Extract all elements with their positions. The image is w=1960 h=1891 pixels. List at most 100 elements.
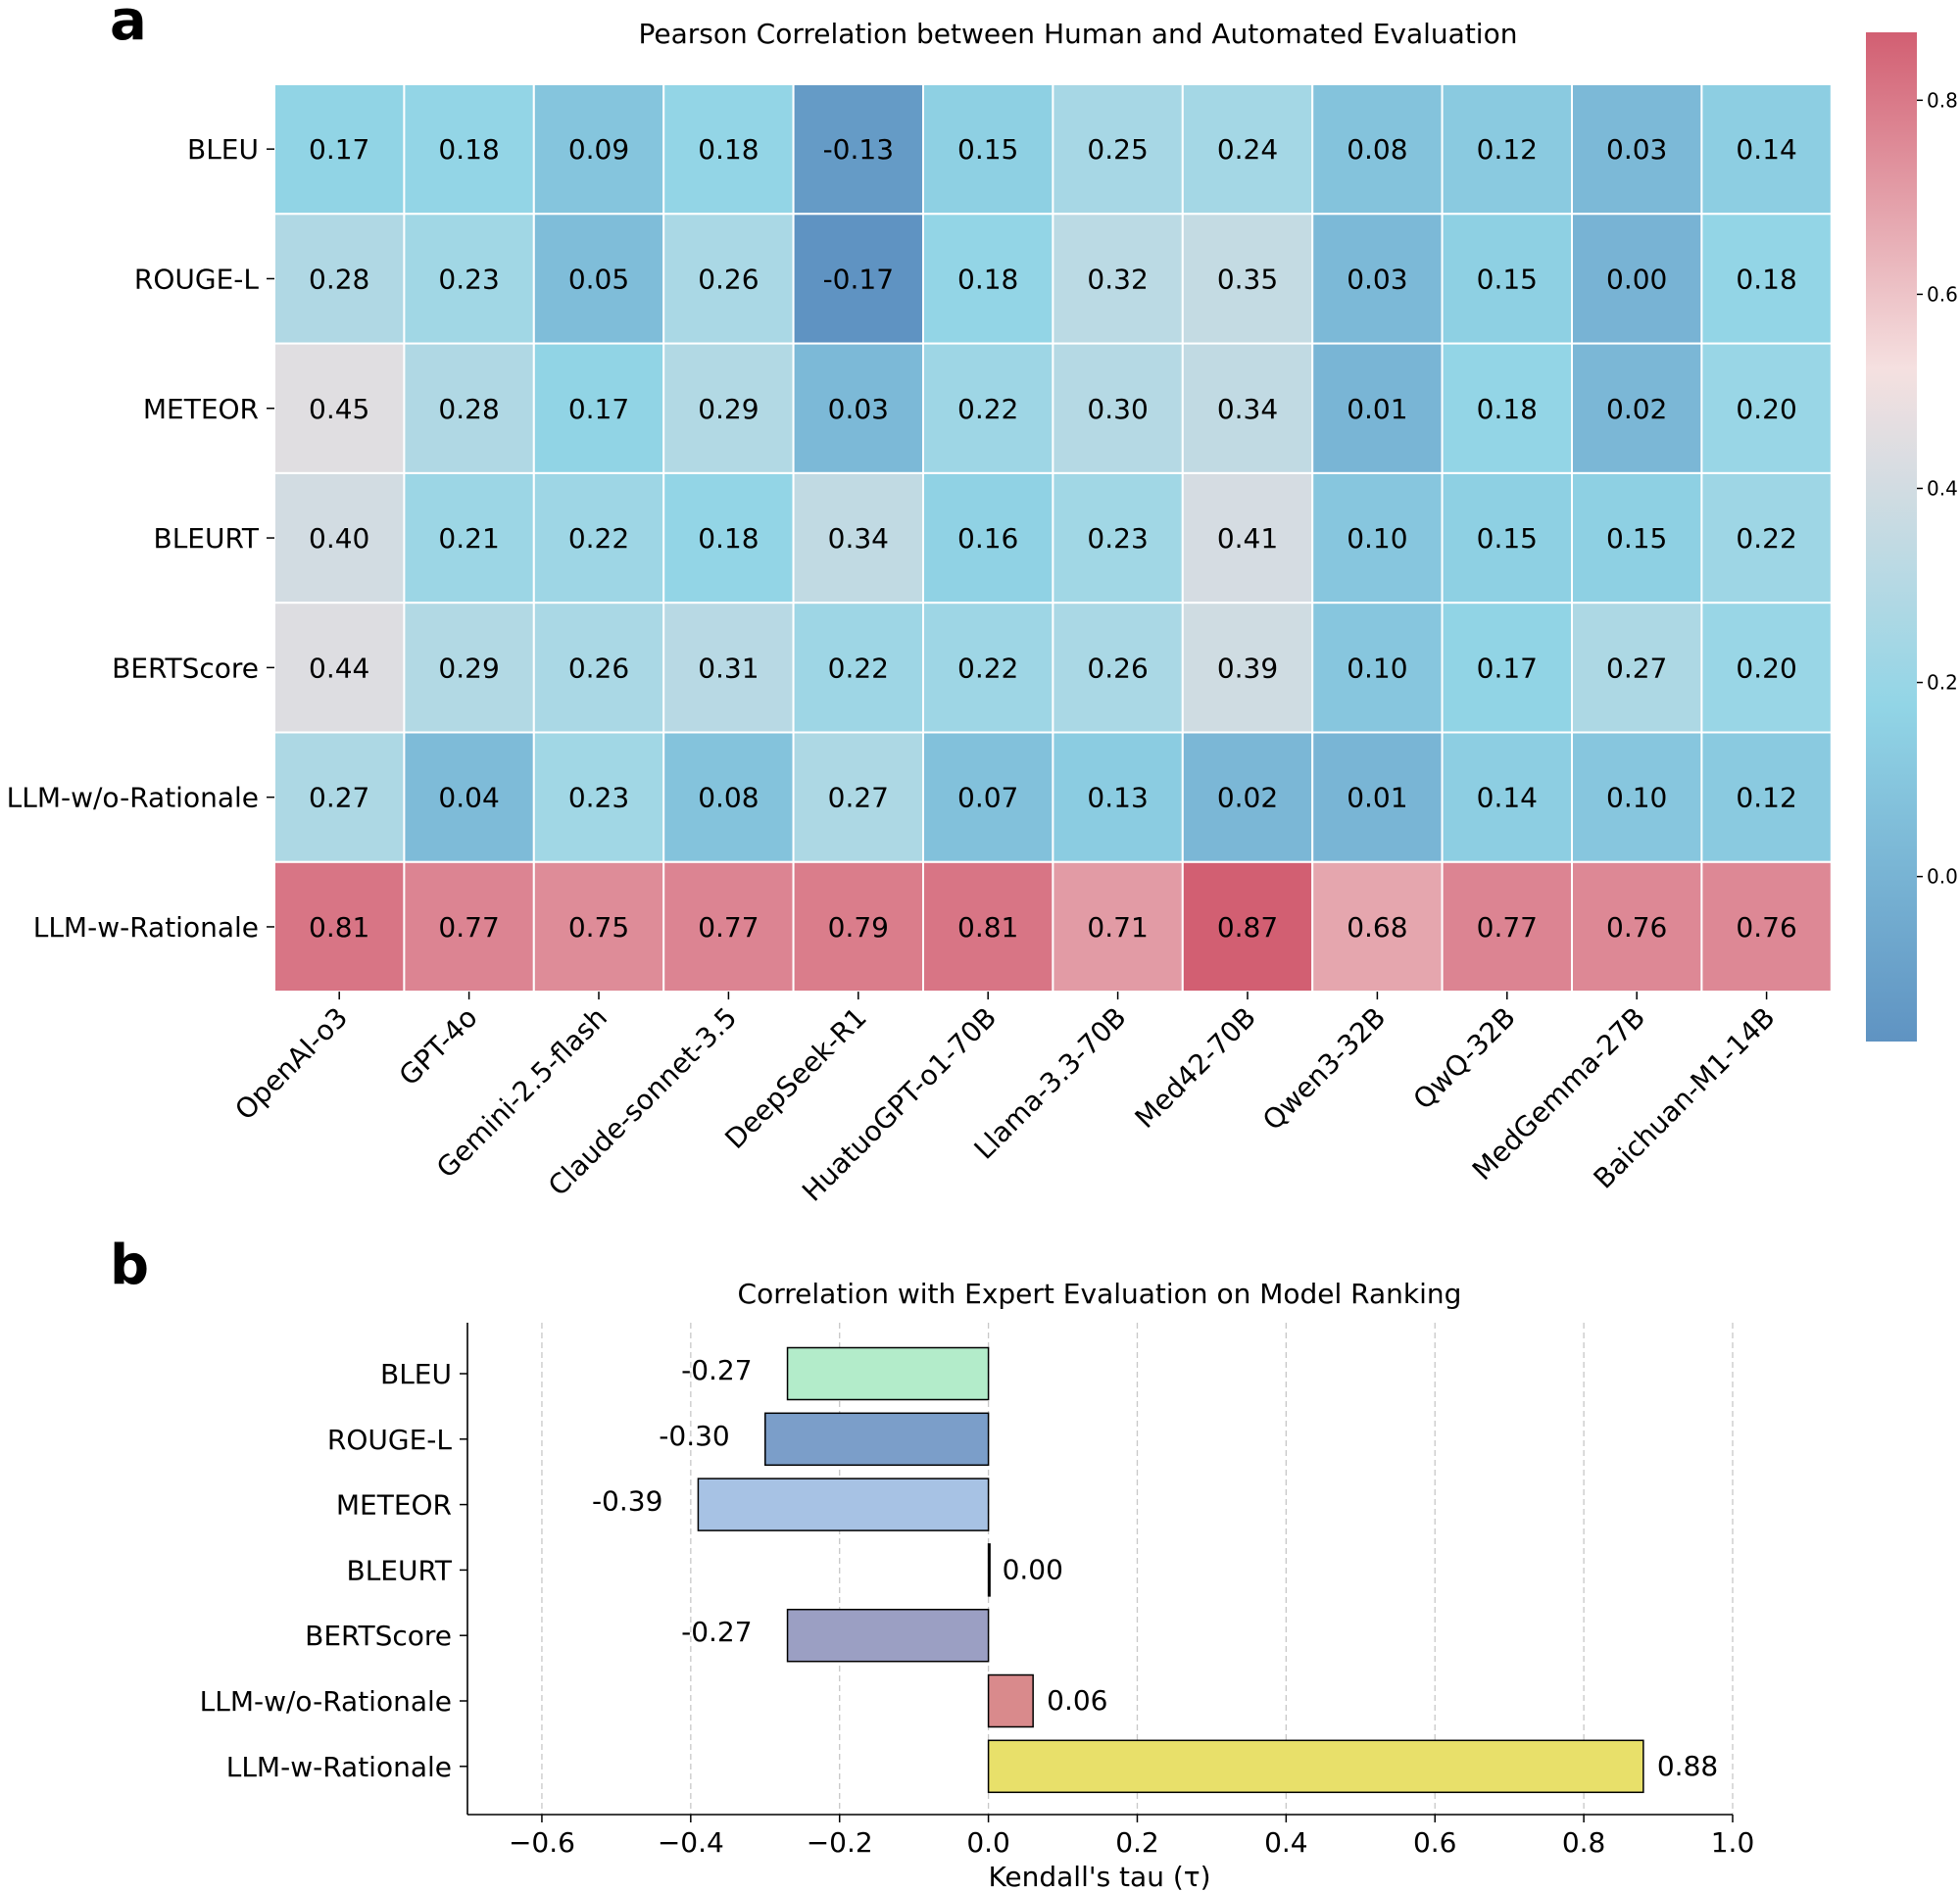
heatmap-cell [792, 602, 924, 734]
heatmap-cell [1700, 731, 1833, 863]
heatmap-cell-label: 0.30 [1087, 393, 1148, 425]
bar-series: -0.27 -0.30 -0.39 0.00 -0.27 0.06 0.88 [592, 1346, 1718, 1794]
bar [987, 1673, 1034, 1728]
heatmap-cell-label: 0.44 [309, 652, 369, 684]
heatmap-cells: 0.17 0.18 0.09 0.18 -0.13 0.15 0.25 0.24 0.08 0.1… [273, 83, 1833, 994]
heatmap-cell-label: 0.18 [957, 263, 1018, 295]
heatmap-cell-label: 0.28 [438, 393, 499, 425]
heatmap-cell [662, 213, 795, 345]
bar-value-label: -0.27 [681, 1616, 752, 1648]
row-label: LLM-w-Rationale [33, 911, 259, 944]
bar-value-label: 0.88 [1657, 1750, 1718, 1782]
bar-axes: BLEU ROUGE-L METEOR BLEURT BERTScore LLM-w/o-… [200, 1323, 1754, 1859]
y-tick-label: BERTScore [305, 1620, 452, 1652]
bar-value-label: -0.30 [659, 1420, 729, 1452]
heatmap-cell-label: 0.76 [1606, 911, 1667, 944]
heatmap-cell [532, 860, 665, 994]
heatmap-cell-label: 0.00 [1606, 263, 1667, 295]
heatmap-cell [1700, 860, 1833, 994]
heatmap-cell [273, 731, 406, 863]
heatmap-cell-label: 0.81 [957, 911, 1018, 944]
heatmap-cell-label: 0.41 [1217, 522, 1278, 555]
heatmap-cell [662, 471, 795, 605]
heatmap-cell-label: 0.45 [309, 393, 369, 425]
bar [697, 1478, 990, 1531]
heatmap-cell [1181, 731, 1314, 863]
row-label: ROUGE-L [134, 263, 259, 295]
heatmap-cell-label: 0.15 [1477, 522, 1538, 555]
y-tick-label: LLM-w-Rationale [226, 1751, 452, 1783]
bar-value-label: 0.00 [1003, 1553, 1063, 1585]
heatmap-cell-label: 0.16 [957, 522, 1018, 555]
heatmap-cell-label: 0.09 [568, 133, 629, 166]
heatmap-cell-label: 0.27 [309, 782, 369, 814]
bar-panel: b Correlation with Expert Evaluation on … [110, 1234, 1754, 1891]
row-label: BLEURT [153, 522, 259, 555]
heatmap-cell [1441, 83, 1573, 216]
heatmap-cell [662, 731, 795, 863]
y-tick-label: LLM-w/o-Rationale [200, 1685, 452, 1718]
heatmap-cell [1052, 860, 1184, 994]
heatmap-cell [532, 83, 665, 216]
x-tick-label: 0.4 [1264, 1826, 1308, 1859]
bar-value-label: -0.27 [681, 1354, 752, 1386]
heatmap-cell-label: 0.22 [828, 652, 889, 684]
heatmap-cell-label: 0.08 [1347, 133, 1407, 166]
heatmap-cell-label: 0.01 [1347, 393, 1407, 425]
heatmap-cell-label: 0.35 [1217, 263, 1278, 295]
y-tick-label: METEOR [336, 1489, 452, 1522]
heatmap-cell-label: 0.23 [438, 263, 499, 295]
heatmap-cell [273, 83, 406, 216]
heatmap-cell-label: 0.31 [698, 652, 759, 684]
heatmap-cell-label: 0.79 [828, 911, 889, 944]
heatmap-cell [922, 471, 1054, 605]
bar [786, 1346, 990, 1401]
heatmap-cell-label: 0.04 [438, 782, 499, 814]
heatmap-cell [1700, 83, 1833, 216]
heatmap-cell-label: 0.13 [1087, 782, 1148, 814]
heatmap-cell-label: 0.77 [438, 911, 499, 944]
heatmap-cell-label: 0.34 [828, 522, 889, 555]
heatmap-cell-label: 0.17 [568, 393, 629, 425]
x-axis-title: Kendall's tau (τ) [988, 1861, 1210, 1891]
heatmap-cell [1052, 342, 1184, 474]
heatmap-cell [792, 342, 924, 474]
heatmap-cell-label: 0.68 [1347, 911, 1407, 944]
x-tick-label: −0.6 [509, 1826, 575, 1859]
heatmap-cell [532, 342, 665, 474]
heatmap-cell-label: 0.27 [1606, 652, 1667, 684]
heatmap-cell [1700, 213, 1833, 345]
heatmap-cell [1441, 471, 1573, 605]
heatmap-cell [1052, 213, 1184, 345]
colorbar-tick-label: 0.2 [1927, 671, 1958, 695]
x-tick-label: 0.0 [966, 1826, 1010, 1859]
heatmap-cell-label: 0.22 [957, 652, 1018, 684]
heatmap-cell [1181, 213, 1314, 345]
heatmap-cell-label: 0.29 [698, 393, 759, 425]
colorbar-tick-label: 0.4 [1927, 476, 1958, 500]
colorbar-tick-label: 0.0 [1927, 865, 1958, 889]
panel-label-b: b [110, 1234, 149, 1297]
heatmap-cell-label: 0.26 [568, 652, 629, 684]
heatmap-cell-label: 0.29 [438, 652, 499, 684]
colorbar: 0.0 0.2 0.4 0.6 0.8 [1866, 32, 1958, 1042]
heatmap-cell-label: 0.18 [698, 133, 759, 166]
heatmap-cell-label: 0.07 [957, 782, 1018, 814]
heatmap-cell-label: 0.17 [309, 133, 369, 166]
x-tick-label: 0.8 [1562, 1826, 1606, 1859]
heatmap-cell [1052, 602, 1184, 734]
heatmap-cell [403, 602, 535, 734]
x-tick-label: −0.4 [658, 1826, 724, 1859]
heatmap-cell-label: 0.15 [1477, 263, 1538, 295]
heatmap-cell [532, 602, 665, 734]
heatmap-cell-label: 0.05 [568, 263, 629, 295]
heatmap-cell [1311, 860, 1444, 994]
row-label: LLM-w/o-Rationale [7, 782, 259, 814]
heatmap-cell-label: 0.22 [957, 393, 1018, 425]
heatmap-cell-label: 0.75 [568, 911, 629, 944]
heatmap-cell [1311, 731, 1444, 863]
heatmap-cell-label: 0.12 [1477, 133, 1538, 166]
row-label: BLEU [187, 133, 259, 166]
x-tick-label: 0.6 [1413, 1826, 1457, 1859]
heatmap-cell-label: 0.10 [1347, 522, 1407, 555]
